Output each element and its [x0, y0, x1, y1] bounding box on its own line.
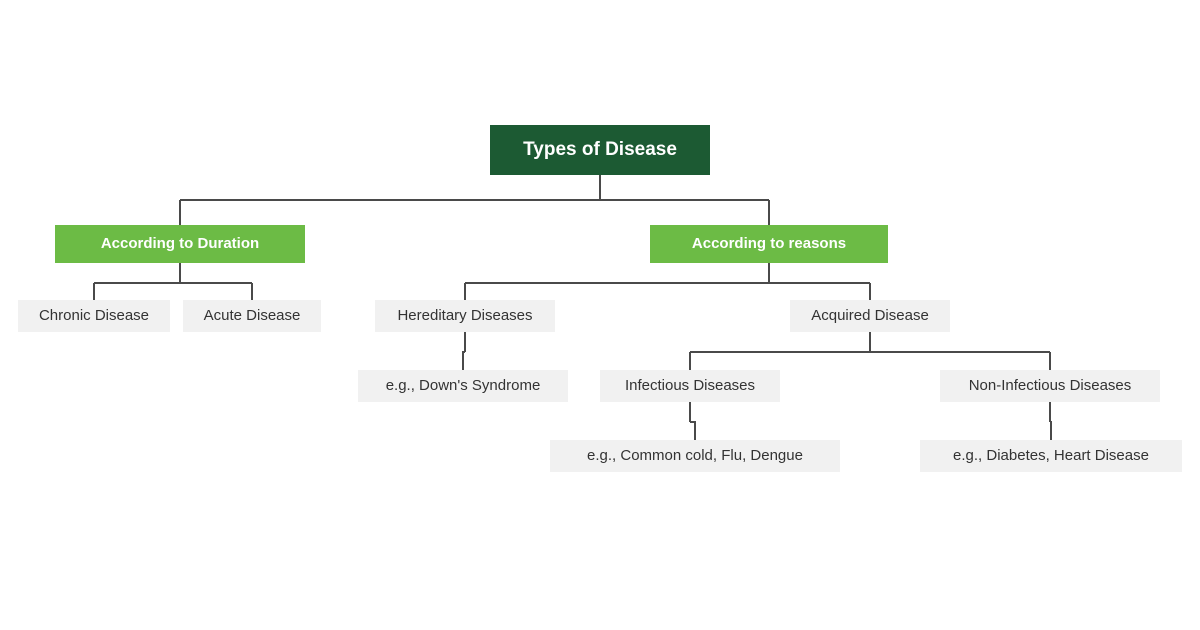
node-acquired: Acquired Disease: [790, 300, 950, 332]
node-root: Types of Disease: [490, 125, 710, 175]
node-infectious: Infectious Diseases: [600, 370, 780, 402]
node-chronic: Chronic Disease: [18, 300, 170, 332]
node-reasons: According to reasons: [650, 225, 888, 263]
node-noninfectious-eg: e.g., Diabetes, Heart Disease: [920, 440, 1182, 472]
connectors: [0, 0, 1200, 630]
node-downs: e.g., Down's Syndrome: [358, 370, 568, 402]
node-duration: According to Duration: [55, 225, 305, 263]
node-noninfectious: Non-Infectious Diseases: [940, 370, 1160, 402]
node-hereditary: Hereditary Diseases: [375, 300, 555, 332]
node-infectious-eg: e.g., Common cold, Flu, Dengue: [550, 440, 840, 472]
node-acute: Acute Disease: [183, 300, 321, 332]
